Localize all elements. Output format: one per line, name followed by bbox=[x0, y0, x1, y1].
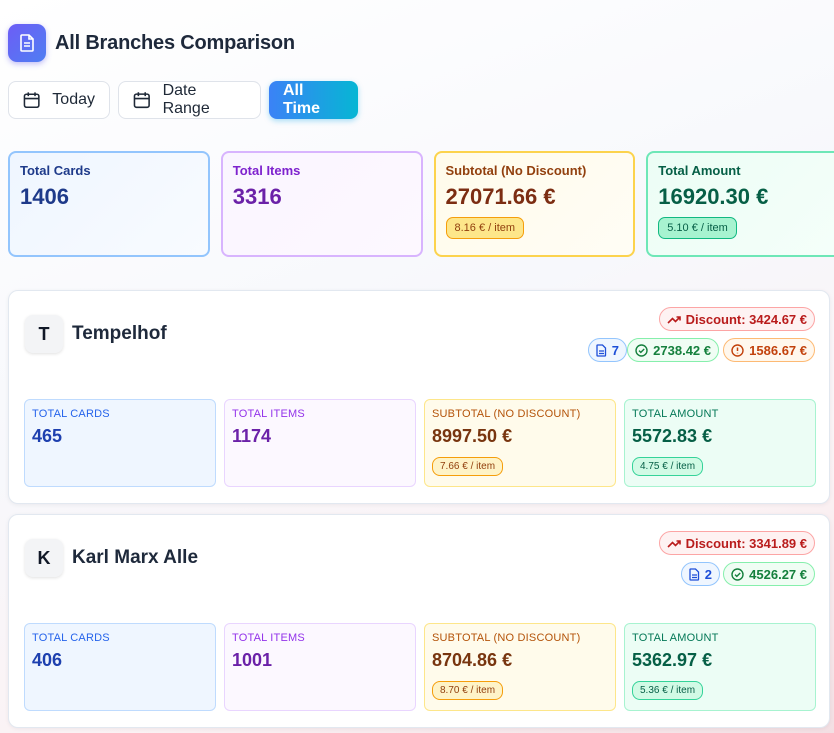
metric-total-amount: Total Amount 5572.83 € 4.75 € / item bbox=[624, 399, 816, 487]
metric-value: 5362.97 € bbox=[632, 650, 713, 670]
metric-value: 1174 bbox=[232, 426, 272, 446]
summary-total-amount-label: Total Amount bbox=[658, 163, 741, 178]
branch-header: T Tempelhof bbox=[25, 315, 167, 353]
summary-total-amount-per-item: 5.10 € / item bbox=[658, 217, 737, 239]
discount-badge: Discount: 3341.89 € bbox=[658, 531, 815, 555]
alert-circle-icon bbox=[731, 343, 744, 357]
metric-subtotal: Subtotal (No Discount) 8997.50 € 7.66 € … bbox=[424, 399, 616, 487]
documents-count: 2 bbox=[704, 566, 712, 582]
metric-per-item: 7.66 € / item bbox=[432, 457, 504, 476]
metric-label: Total Amount bbox=[632, 632, 719, 644]
discount-badge: Discount: 3424.67 € bbox=[658, 307, 815, 331]
trending-up-icon bbox=[667, 316, 681, 324]
documents-badge: 2 bbox=[680, 562, 720, 586]
metric-per-item: 4.75 € / item bbox=[632, 457, 704, 476]
paid-amount-badge: 2738.42 € bbox=[627, 338, 719, 362]
filter-today-button[interactable]: Today bbox=[8, 81, 110, 119]
check-circle-icon bbox=[635, 343, 648, 357]
metric-label: Subtotal (No Discount) bbox=[432, 408, 581, 420]
branch-name: Karl Marx Alle bbox=[72, 547, 199, 568]
date-filter-group: Today Date Range All Time bbox=[8, 81, 358, 119]
summary-total-cards-value: 1406 bbox=[20, 184, 69, 209]
page-title: All Branches Comparison bbox=[55, 31, 295, 54]
branch-header: K Karl Marx Alle bbox=[25, 539, 198, 577]
summary-total-amount-value: 16920.30 € bbox=[658, 184, 769, 209]
metric-label: Total Cards bbox=[32, 632, 110, 644]
metric-total-cards: Total Cards 406 bbox=[24, 623, 216, 711]
metric-per-item: 8.70 € / item bbox=[432, 681, 504, 700]
summary-subtotal-per-item: 8.16 € / item bbox=[445, 217, 525, 239]
branch-card-tempelhof[interactable]: T Tempelhof Discount: 3424.67 € 1586.67 … bbox=[8, 290, 830, 504]
filter-today-label: Today bbox=[52, 91, 95, 108]
paid-amount-value: 2738.42 € bbox=[653, 342, 711, 358]
metric-label: Total Amount bbox=[632, 408, 719, 420]
metric-subtotal: Subtotal (No Discount) 8704.86 € 8.70 € … bbox=[424, 623, 616, 711]
summary-total-cards-label: Total Cards bbox=[20, 163, 91, 178]
open-amount-value: 1586.67 € bbox=[749, 342, 807, 358]
metric-value: 406 bbox=[32, 650, 63, 670]
summary-subtotal-label: Subtotal (No Discount) bbox=[445, 163, 587, 178]
filter-date-range-label: Date Range bbox=[162, 82, 210, 117]
metric-per-item: 5.36 € / item bbox=[632, 681, 704, 700]
paid-amount-value: 4526.27 € bbox=[749, 566, 807, 582]
metric-value: 5572.83 € bbox=[632, 426, 713, 446]
metric-value: 8704.86 € bbox=[432, 650, 513, 670]
trending-up-icon bbox=[667, 540, 681, 548]
page-header: All Branches Comparison bbox=[8, 24, 295, 62]
document-icon bbox=[8, 24, 46, 62]
metric-total-amount: Total Amount 5362.97 € 5.36 € / item bbox=[624, 623, 816, 711]
summary-total-items: Total Items 3316 bbox=[220, 151, 423, 257]
summary-cards: Total Cards 1406 Total Items 3316 Subtot… bbox=[8, 151, 834, 257]
metric-label: Total Cards bbox=[32, 408, 110, 420]
paid-amount-badge: 4526.27 € bbox=[723, 562, 815, 586]
metric-total-items: Total Items 1174 bbox=[224, 399, 416, 487]
filter-all-time-label: All Time bbox=[283, 82, 321, 117]
calendar-icon bbox=[133, 92, 150, 109]
check-circle-icon bbox=[731, 567, 744, 581]
document-icon bbox=[596, 343, 606, 357]
branch-name: Tempelhof bbox=[72, 323, 167, 344]
metric-label: Total Items bbox=[232, 632, 305, 644]
summary-total-amount: Total Amount 16920.30 € 5.10 € / item bbox=[646, 151, 834, 257]
summary-subtotal: Subtotal (No Discount) 27071.66 € 8.16 €… bbox=[433, 151, 636, 257]
summary-total-items-value: 3316 bbox=[232, 184, 282, 209]
discount-value: Discount: 3341.89 € bbox=[685, 535, 807, 551]
filter-date-range-button[interactable]: Date Range bbox=[118, 81, 261, 119]
metric-value: 1001 bbox=[232, 650, 273, 670]
branch-avatar: T bbox=[25, 315, 63, 353]
metric-value: 8997.50 € bbox=[432, 426, 513, 446]
metric-total-cards: Total Cards 465 bbox=[24, 399, 216, 487]
branch-avatar: K bbox=[25, 539, 63, 577]
summary-total-items-label: Total Items bbox=[232, 163, 301, 178]
summary-subtotal-value: 27071.66 € bbox=[445, 184, 556, 209]
branch-metrics: Total Cards 465 Total Items 1174 Subtota… bbox=[24, 399, 816, 487]
metric-label: Total Items bbox=[232, 408, 305, 420]
metric-total-items: Total Items 1001 bbox=[224, 623, 416, 711]
summary-total-cards: Total Cards 1406 bbox=[8, 151, 210, 257]
documents-badge: 7 bbox=[587, 338, 627, 362]
metric-label: Subtotal (No Discount) bbox=[432, 632, 581, 644]
documents-count: 7 bbox=[611, 342, 619, 358]
branch-metrics: Total Cards 406 Total Items 1001 Subtota… bbox=[24, 623, 816, 711]
open-amount-badge: 1586.67 € bbox=[723, 338, 815, 362]
branch-card-karl-marx-alle[interactable]: K Karl Marx Alle Discount: 3341.89 € 452… bbox=[8, 514, 830, 728]
calendar-icon bbox=[23, 92, 40, 108]
document-icon bbox=[689, 567, 699, 581]
discount-value: Discount: 3424.67 € bbox=[685, 311, 807, 327]
filter-all-time-button[interactable]: All Time bbox=[269, 81, 358, 119]
metric-value: 465 bbox=[32, 426, 63, 446]
